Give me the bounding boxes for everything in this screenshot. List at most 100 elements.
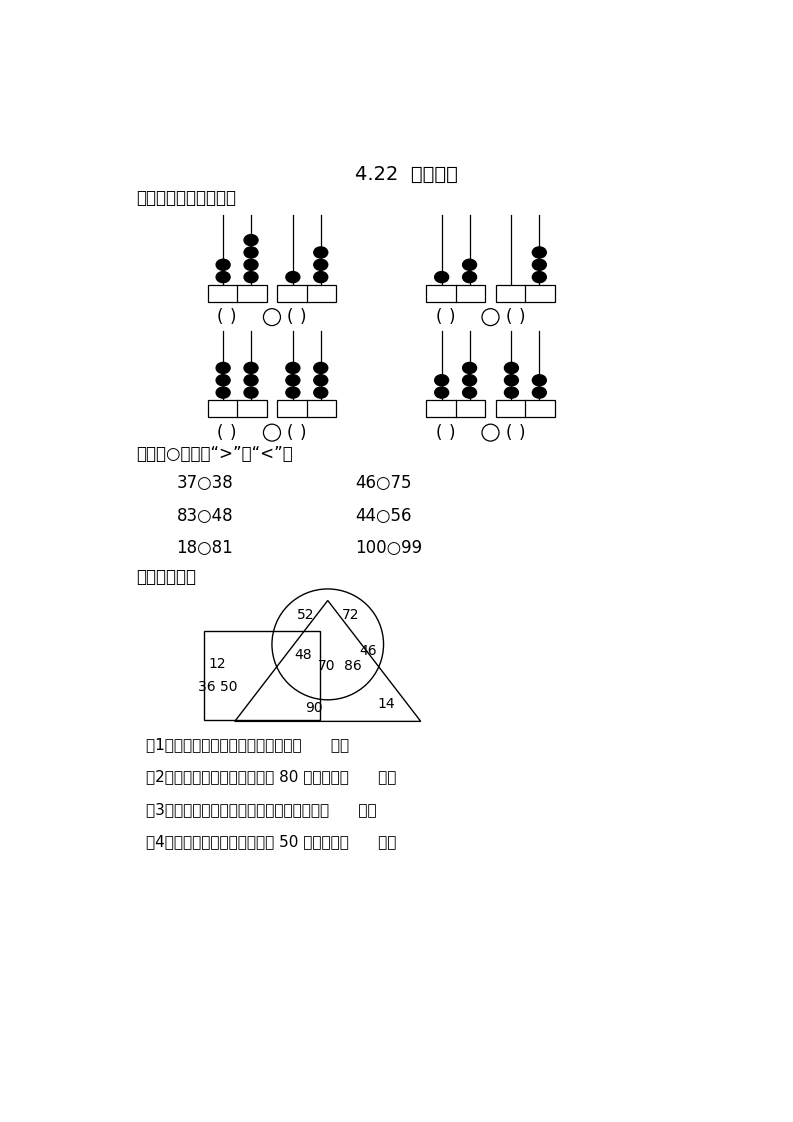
Text: ): ): [449, 424, 455, 442]
Text: 个位: 个位: [464, 404, 477, 414]
Ellipse shape: [286, 375, 300, 386]
Bar: [278, 401, 336, 417]
Text: 46○75: 46○75: [355, 475, 412, 493]
Ellipse shape: [286, 272, 300, 283]
Ellipse shape: [286, 387, 300, 398]
Ellipse shape: [244, 272, 258, 283]
Text: 个位: 个位: [245, 404, 259, 414]
Text: （1）正方形里最大的数是我，我是（      ）。: （1）正方形里最大的数是我，我是（ ）。: [146, 737, 349, 752]
Text: ): ): [519, 309, 525, 327]
Bar: [208, 285, 266, 302]
Ellipse shape: [314, 259, 328, 270]
Ellipse shape: [462, 362, 477, 374]
Ellipse shape: [462, 387, 477, 398]
Bar: [208, 401, 266, 417]
Ellipse shape: [435, 387, 449, 398]
Bar: [496, 285, 555, 302]
Text: 个位: 个位: [315, 404, 328, 414]
Bar: [204, 632, 320, 720]
Ellipse shape: [532, 272, 546, 283]
Circle shape: [263, 424, 281, 441]
Ellipse shape: [314, 247, 328, 258]
Text: 86: 86: [343, 659, 362, 673]
Text: ): ): [300, 309, 306, 327]
Ellipse shape: [314, 362, 328, 374]
Text: 14: 14: [377, 698, 395, 711]
Ellipse shape: [244, 234, 258, 246]
Ellipse shape: [244, 387, 258, 398]
Text: (: (: [435, 309, 442, 327]
Text: 4.22  比较大小: 4.22 比较大小: [354, 165, 458, 184]
Text: 十位: 十位: [504, 288, 517, 298]
Text: 十位: 十位: [435, 404, 447, 414]
Text: 一、写一写，比一比。: 一、写一写，比一比。: [136, 188, 236, 206]
Ellipse shape: [216, 259, 230, 270]
Ellipse shape: [462, 259, 477, 270]
Text: 个位: 个位: [534, 404, 546, 414]
Text: 三、我会填。: 三、我会填。: [136, 569, 197, 587]
Bar: [278, 285, 336, 302]
Text: (: (: [435, 424, 442, 442]
Text: 46: 46: [359, 644, 377, 657]
Text: 100○99: 100○99: [355, 540, 422, 558]
Text: 十位: 十位: [435, 288, 447, 298]
Ellipse shape: [244, 247, 258, 258]
Text: 十位: 十位: [285, 404, 299, 414]
Circle shape: [482, 309, 499, 325]
Text: ): ): [449, 309, 455, 327]
Ellipse shape: [314, 272, 328, 283]
Text: (: (: [505, 309, 511, 327]
Text: （3）我在正方形、圆形和三角形里，我是（      ）。: （3）我在正方形、圆形和三角形里，我是（ ）。: [146, 801, 376, 817]
Ellipse shape: [314, 387, 328, 398]
Text: (: (: [286, 309, 293, 327]
Ellipse shape: [462, 375, 477, 386]
Text: 十位: 十位: [216, 404, 229, 414]
Ellipse shape: [244, 375, 258, 386]
Text: (: (: [505, 424, 511, 442]
Ellipse shape: [216, 375, 230, 386]
Ellipse shape: [314, 375, 328, 386]
Ellipse shape: [532, 375, 546, 386]
Text: (: (: [216, 309, 223, 327]
Text: (: (: [286, 424, 293, 442]
Text: 37○38: 37○38: [177, 475, 233, 493]
Text: 个位: 个位: [245, 288, 259, 298]
Text: 12: 12: [209, 656, 227, 671]
Ellipse shape: [216, 272, 230, 283]
Text: 个位: 个位: [534, 288, 546, 298]
Text: 十位: 十位: [504, 404, 517, 414]
Text: 个位: 个位: [315, 288, 328, 298]
Ellipse shape: [435, 272, 449, 283]
Bar: [496, 401, 555, 417]
Circle shape: [482, 424, 499, 441]
Bar: [426, 401, 485, 417]
Text: （2）我在圆形和三角形里，比 80 大，我是（      ）。: （2）我在圆形和三角形里，比 80 大，我是（ ）。: [146, 770, 396, 784]
Text: ): ): [300, 424, 306, 442]
Text: 70: 70: [317, 659, 335, 673]
Ellipse shape: [504, 362, 519, 374]
Text: 36 50: 36 50: [198, 680, 237, 693]
Ellipse shape: [435, 375, 449, 386]
Text: 72: 72: [343, 608, 360, 622]
Text: (: (: [216, 424, 223, 442]
Text: （4）我在正方形和圆形里，比 50 小，我是（      ）。: （4）我在正方形和圆形里，比 50 小，我是（ ）。: [146, 834, 396, 849]
Bar: [426, 285, 485, 302]
Text: ): ): [230, 424, 236, 442]
Text: ): ): [519, 424, 525, 442]
Text: 个位: 个位: [464, 288, 477, 298]
Text: 52: 52: [297, 608, 315, 622]
Text: 十位: 十位: [216, 288, 229, 298]
Ellipse shape: [216, 362, 230, 374]
Ellipse shape: [504, 387, 519, 398]
Ellipse shape: [504, 375, 519, 386]
Text: 90: 90: [305, 701, 323, 716]
Text: 44○56: 44○56: [355, 507, 412, 525]
Ellipse shape: [286, 362, 300, 374]
Ellipse shape: [244, 362, 258, 374]
Ellipse shape: [462, 272, 477, 283]
Ellipse shape: [244, 259, 258, 270]
Text: 83○48: 83○48: [177, 507, 233, 525]
Text: 十位: 十位: [285, 288, 299, 298]
Ellipse shape: [532, 247, 546, 258]
Text: 18○81: 18○81: [177, 540, 233, 558]
